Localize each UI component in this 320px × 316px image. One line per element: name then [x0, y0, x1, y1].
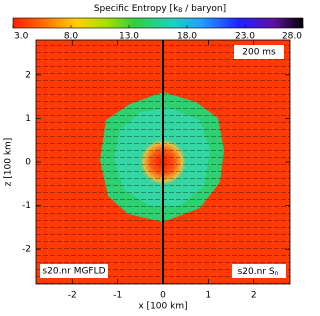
right-label-part: s20.nr S	[238, 267, 275, 277]
colorbar-label-part: / baryon]	[182, 4, 226, 14]
right-label: s20.nr Sn	[238, 267, 279, 277]
x-tick-label: 2	[251, 291, 257, 301]
colorbar-label-part: Specific Entropy [k	[94, 4, 179, 14]
y-tick-label: -1	[22, 201, 31, 211]
colorbar-tick-label: 3.0	[14, 32, 29, 42]
left-label: s20.nr MGFLD	[42, 267, 105, 277]
colorbar-tick-label: 18.0	[177, 32, 197, 42]
colorbar-tick-label: 23.0	[235, 32, 255, 42]
colorbar-label: Specific Entropy [kB / baryon]	[94, 4, 226, 14]
x-tick-label: 1	[205, 291, 211, 301]
time-label: 200 ms	[242, 48, 276, 58]
field	[36, 40, 290, 284]
right-label-sub: n	[275, 270, 279, 277]
colorbar-label-sub: B	[178, 7, 182, 14]
y-tick-label: 1	[25, 114, 31, 124]
colorbar-tick-label: 13.0	[119, 32, 139, 42]
y-tick-label: 2	[25, 70, 31, 80]
colorbar-tick-label: 28.0	[282, 32, 302, 42]
x-tick-label: 0	[160, 291, 166, 301]
left-box	[40, 264, 108, 278]
y-tick-label: -2	[22, 245, 31, 255]
colorbar-tick-label: 8.0	[64, 32, 79, 42]
x-axis-label: x [100 km]	[138, 302, 187, 312]
time-box	[234, 45, 284, 59]
x-tick-label: -1	[113, 291, 122, 301]
colorbar	[12, 17, 304, 29]
x-tick-label: -2	[68, 291, 77, 301]
right-box	[232, 264, 286, 278]
y-tick-label: 0	[25, 158, 31, 168]
y-axis-label: z [100 km]	[4, 138, 14, 187]
